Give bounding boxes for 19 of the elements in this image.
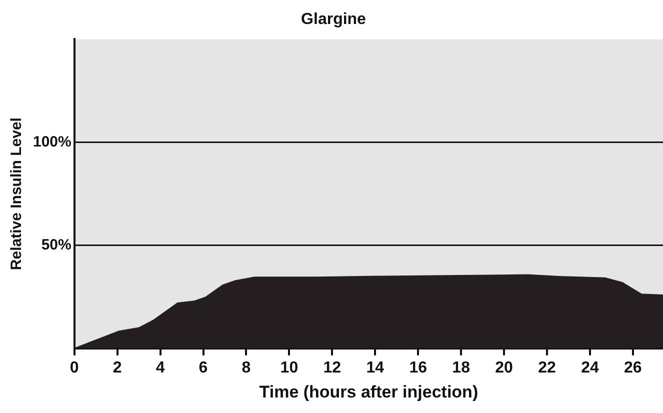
x-tick-label: 20	[495, 359, 514, 376]
x-tick-label: 4	[156, 359, 165, 376]
x-tick-label: 22	[538, 359, 556, 376]
chart-title: Glargine	[301, 11, 366, 28]
x-tick-label: 10	[280, 359, 298, 376]
y-tick-label: 100%	[32, 133, 72, 150]
x-tick-label: 8	[242, 359, 251, 376]
x-tick-label: 6	[198, 359, 208, 376]
x-tick-label: 14	[366, 359, 384, 376]
x-tick-label: 26	[624, 359, 642, 376]
y-axis-title: Relative Insulin Level	[8, 118, 26, 270]
x-tick-label: 0	[70, 359, 79, 376]
y-tick-label: 50%	[41, 236, 72, 254]
x-tick-label: 18	[452, 359, 470, 376]
x-axis-title: Time (hours after injection)	[259, 382, 478, 402]
x-tick-label: 2	[112, 359, 122, 376]
x-tick-label: 24	[581, 359, 599, 376]
x-tick-label: 16	[409, 359, 428, 376]
x-tick-label: 12	[323, 359, 342, 376]
